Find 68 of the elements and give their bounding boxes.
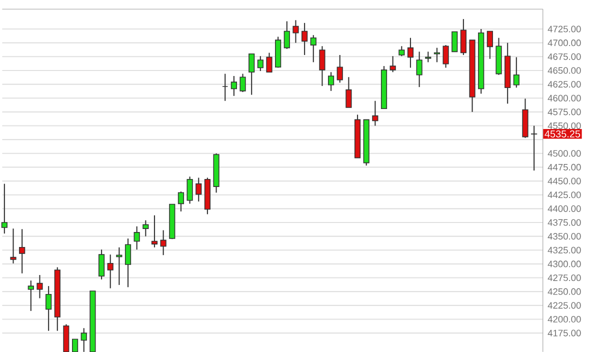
candlestick: [1, 183, 8, 234]
candlestick: [284, 20, 290, 50]
y-tick-label: 4250.00: [548, 288, 581, 295]
candlestick: [46, 285, 52, 332]
candlestick: [486, 30, 493, 60]
candlestick: [160, 230, 166, 256]
candlestick: [452, 31, 458, 52]
candlestick: [266, 52, 272, 72]
candlestick: [28, 280, 34, 312]
y-tick-label: 4625.00: [548, 80, 581, 88]
candlestick: [416, 50, 422, 88]
candlestick: [346, 76, 352, 108]
candlestick: [398, 45, 405, 56]
candlestick: [72, 338, 78, 352]
y-tick-label: 4425.00: [548, 191, 581, 198]
y-tick-label: 4225.00: [548, 302, 581, 309]
y-tick-label: 4500.00: [548, 150, 581, 156]
candlestick: [460, 18, 466, 56]
candlestick: [513, 56, 520, 88]
y-tick-label: 4575.00: [548, 108, 581, 116]
candlestick: [230, 75, 237, 96]
candlestick: [319, 45, 326, 86]
y-tick-label: 4200.00: [548, 316, 581, 322]
candlestick: [36, 274, 43, 299]
candlestick: [124, 238, 132, 288]
candlestick: [336, 54, 343, 83]
candlestick: [186, 176, 193, 204]
text: 4535.25: [544, 130, 580, 138]
y-tick-label: 4725.00: [548, 26, 581, 32]
candlestick: [107, 254, 114, 289]
candlestick: [222, 73, 228, 102]
y-tick-label: 4350.00: [548, 232, 581, 240]
y-tick-label: 4375.00: [548, 219, 581, 226]
candlestick: [80, 327, 87, 352]
candlestick: [257, 55, 264, 72]
y-tick-label: 4650.00: [548, 67, 581, 74]
y-tick-label: 4550.00: [548, 122, 581, 129]
candlestick: [10, 228, 16, 264]
candlestick: [292, 19, 299, 44]
candlestick: [442, 44, 449, 68]
candlestick: [248, 53, 255, 96]
candlestick: [407, 37, 414, 68]
y-tick-label: 4600.00: [548, 94, 581, 102]
y-tick-label: 4175.00: [548, 330, 581, 336]
candlestick: [196, 176, 202, 202]
candlestick: [178, 190, 184, 212]
candlestick: [434, 47, 440, 63]
y-tick-label: 4300.00: [548, 260, 581, 268]
candlestick: [240, 73, 246, 92]
y-tick-label: 4325.00: [548, 246, 581, 254]
candlestick: [134, 226, 140, 250]
y-tick-label: 4475.00: [548, 164, 581, 170]
candlestick: [302, 22, 308, 56]
candlestick: [151, 214, 158, 248]
candlestick: [19, 228, 26, 274]
candlestick: [98, 248, 105, 280]
candlestick: [531, 125, 538, 171]
y-tick-label: 4400.00: [548, 205, 581, 212]
y-tick-label: 4675.00: [548, 53, 581, 60]
candlestick: [390, 55, 396, 72]
candlestick: [328, 71, 334, 92]
candlestick: [310, 34, 316, 63]
candlestick: [116, 246, 122, 286]
y-tick-label: 4450.00: [548, 178, 581, 184]
candlestick: [372, 100, 378, 126]
candlestick: [142, 220, 149, 237]
y-tick-label: 4275.00: [548, 274, 581, 281]
y-tick-label: 4700.00: [548, 39, 581, 46]
